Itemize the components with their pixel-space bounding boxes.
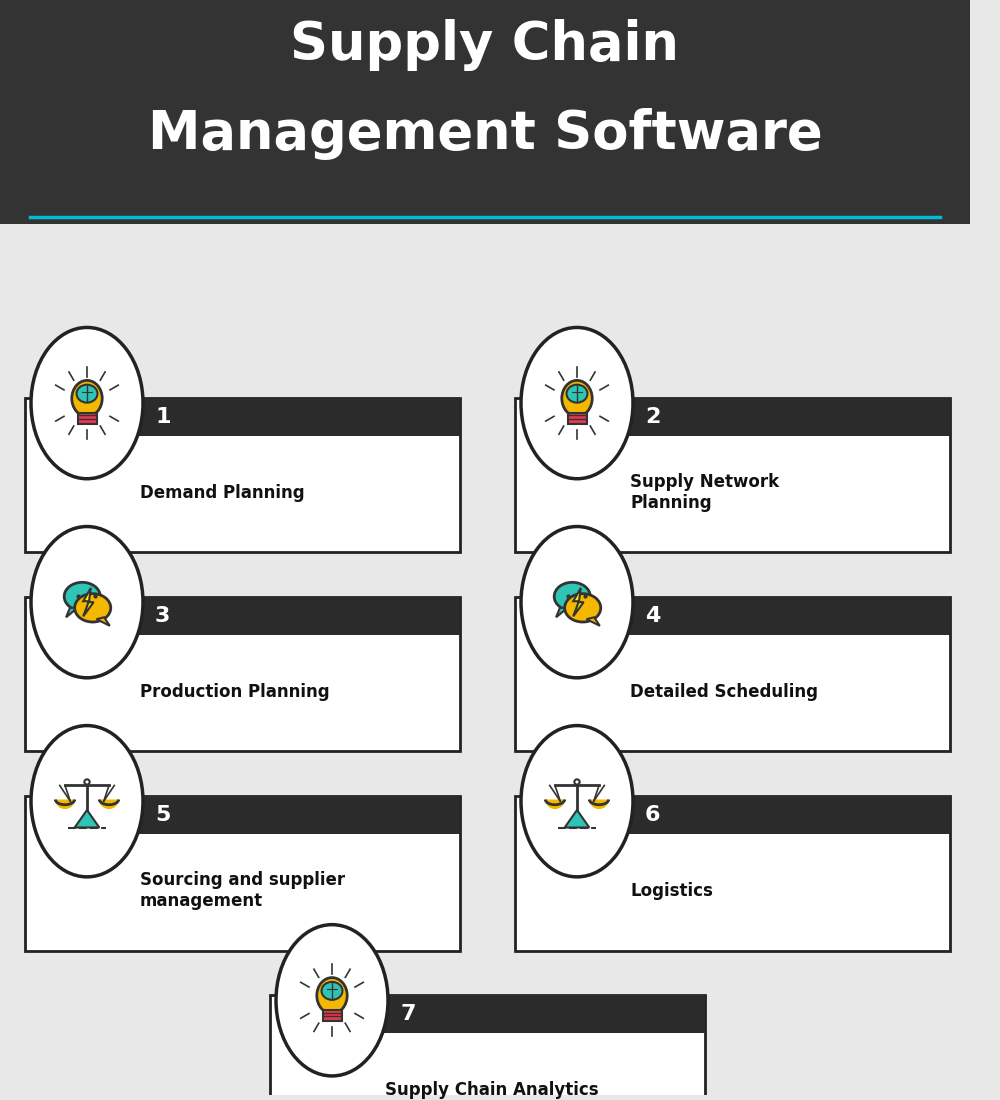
Ellipse shape [276, 925, 388, 1076]
FancyBboxPatch shape [125, 597, 460, 635]
Wedge shape [545, 800, 565, 810]
Wedge shape [99, 800, 119, 810]
Ellipse shape [521, 328, 633, 478]
Text: Supply Chain Analytics: Supply Chain Analytics [385, 1081, 599, 1099]
Polygon shape [66, 608, 78, 617]
Text: 3: 3 [155, 606, 170, 626]
Text: Logistics: Logistics [630, 882, 713, 900]
Polygon shape [75, 810, 99, 827]
Polygon shape [586, 617, 600, 626]
Polygon shape [556, 608, 568, 617]
Ellipse shape [31, 527, 143, 678]
FancyBboxPatch shape [615, 597, 950, 635]
Text: Demand Planning: Demand Planning [140, 484, 305, 502]
FancyBboxPatch shape [322, 1010, 342, 1021]
Ellipse shape [567, 385, 587, 403]
Text: Sourcing and supplier
management: Sourcing and supplier management [140, 871, 345, 910]
FancyBboxPatch shape [25, 597, 460, 751]
FancyBboxPatch shape [615, 796, 950, 834]
FancyBboxPatch shape [0, 0, 970, 224]
Text: Detailed Scheduling: Detailed Scheduling [630, 683, 818, 701]
Wedge shape [589, 800, 609, 810]
Ellipse shape [31, 726, 143, 877]
Text: Supply Network
Planning: Supply Network Planning [630, 473, 779, 513]
FancyBboxPatch shape [370, 996, 705, 1033]
Text: 2: 2 [645, 407, 660, 427]
Circle shape [574, 779, 580, 784]
Ellipse shape [77, 385, 97, 403]
Text: Management Software: Management Software [148, 109, 822, 161]
Text: Production Planning: Production Planning [140, 683, 330, 701]
FancyBboxPatch shape [515, 398, 950, 552]
FancyBboxPatch shape [615, 398, 950, 436]
Text: Supply Chain: Supply Chain [290, 19, 680, 70]
Text: 6: 6 [645, 805, 660, 825]
FancyBboxPatch shape [515, 796, 950, 950]
Wedge shape [55, 800, 75, 810]
Ellipse shape [317, 978, 347, 1013]
Circle shape [84, 779, 90, 784]
Polygon shape [573, 588, 584, 616]
Polygon shape [565, 810, 589, 827]
FancyBboxPatch shape [125, 796, 460, 834]
FancyBboxPatch shape [78, 412, 97, 424]
FancyBboxPatch shape [515, 597, 950, 751]
Text: 5: 5 [155, 805, 170, 825]
Ellipse shape [521, 726, 633, 877]
Ellipse shape [562, 381, 592, 416]
Text: 4: 4 [645, 606, 660, 626]
Text: 7: 7 [400, 1004, 416, 1024]
FancyBboxPatch shape [568, 412, 587, 424]
Text: 1: 1 [155, 407, 170, 427]
Polygon shape [83, 588, 94, 616]
FancyBboxPatch shape [125, 398, 460, 436]
Ellipse shape [72, 381, 102, 416]
Ellipse shape [31, 328, 143, 478]
Ellipse shape [75, 594, 111, 621]
Ellipse shape [565, 594, 601, 621]
FancyBboxPatch shape [25, 398, 460, 552]
Ellipse shape [64, 582, 100, 610]
FancyBboxPatch shape [270, 996, 705, 1100]
Polygon shape [96, 617, 110, 626]
FancyBboxPatch shape [25, 796, 460, 950]
Ellipse shape [521, 527, 633, 678]
Ellipse shape [322, 982, 342, 1000]
Ellipse shape [554, 582, 590, 610]
